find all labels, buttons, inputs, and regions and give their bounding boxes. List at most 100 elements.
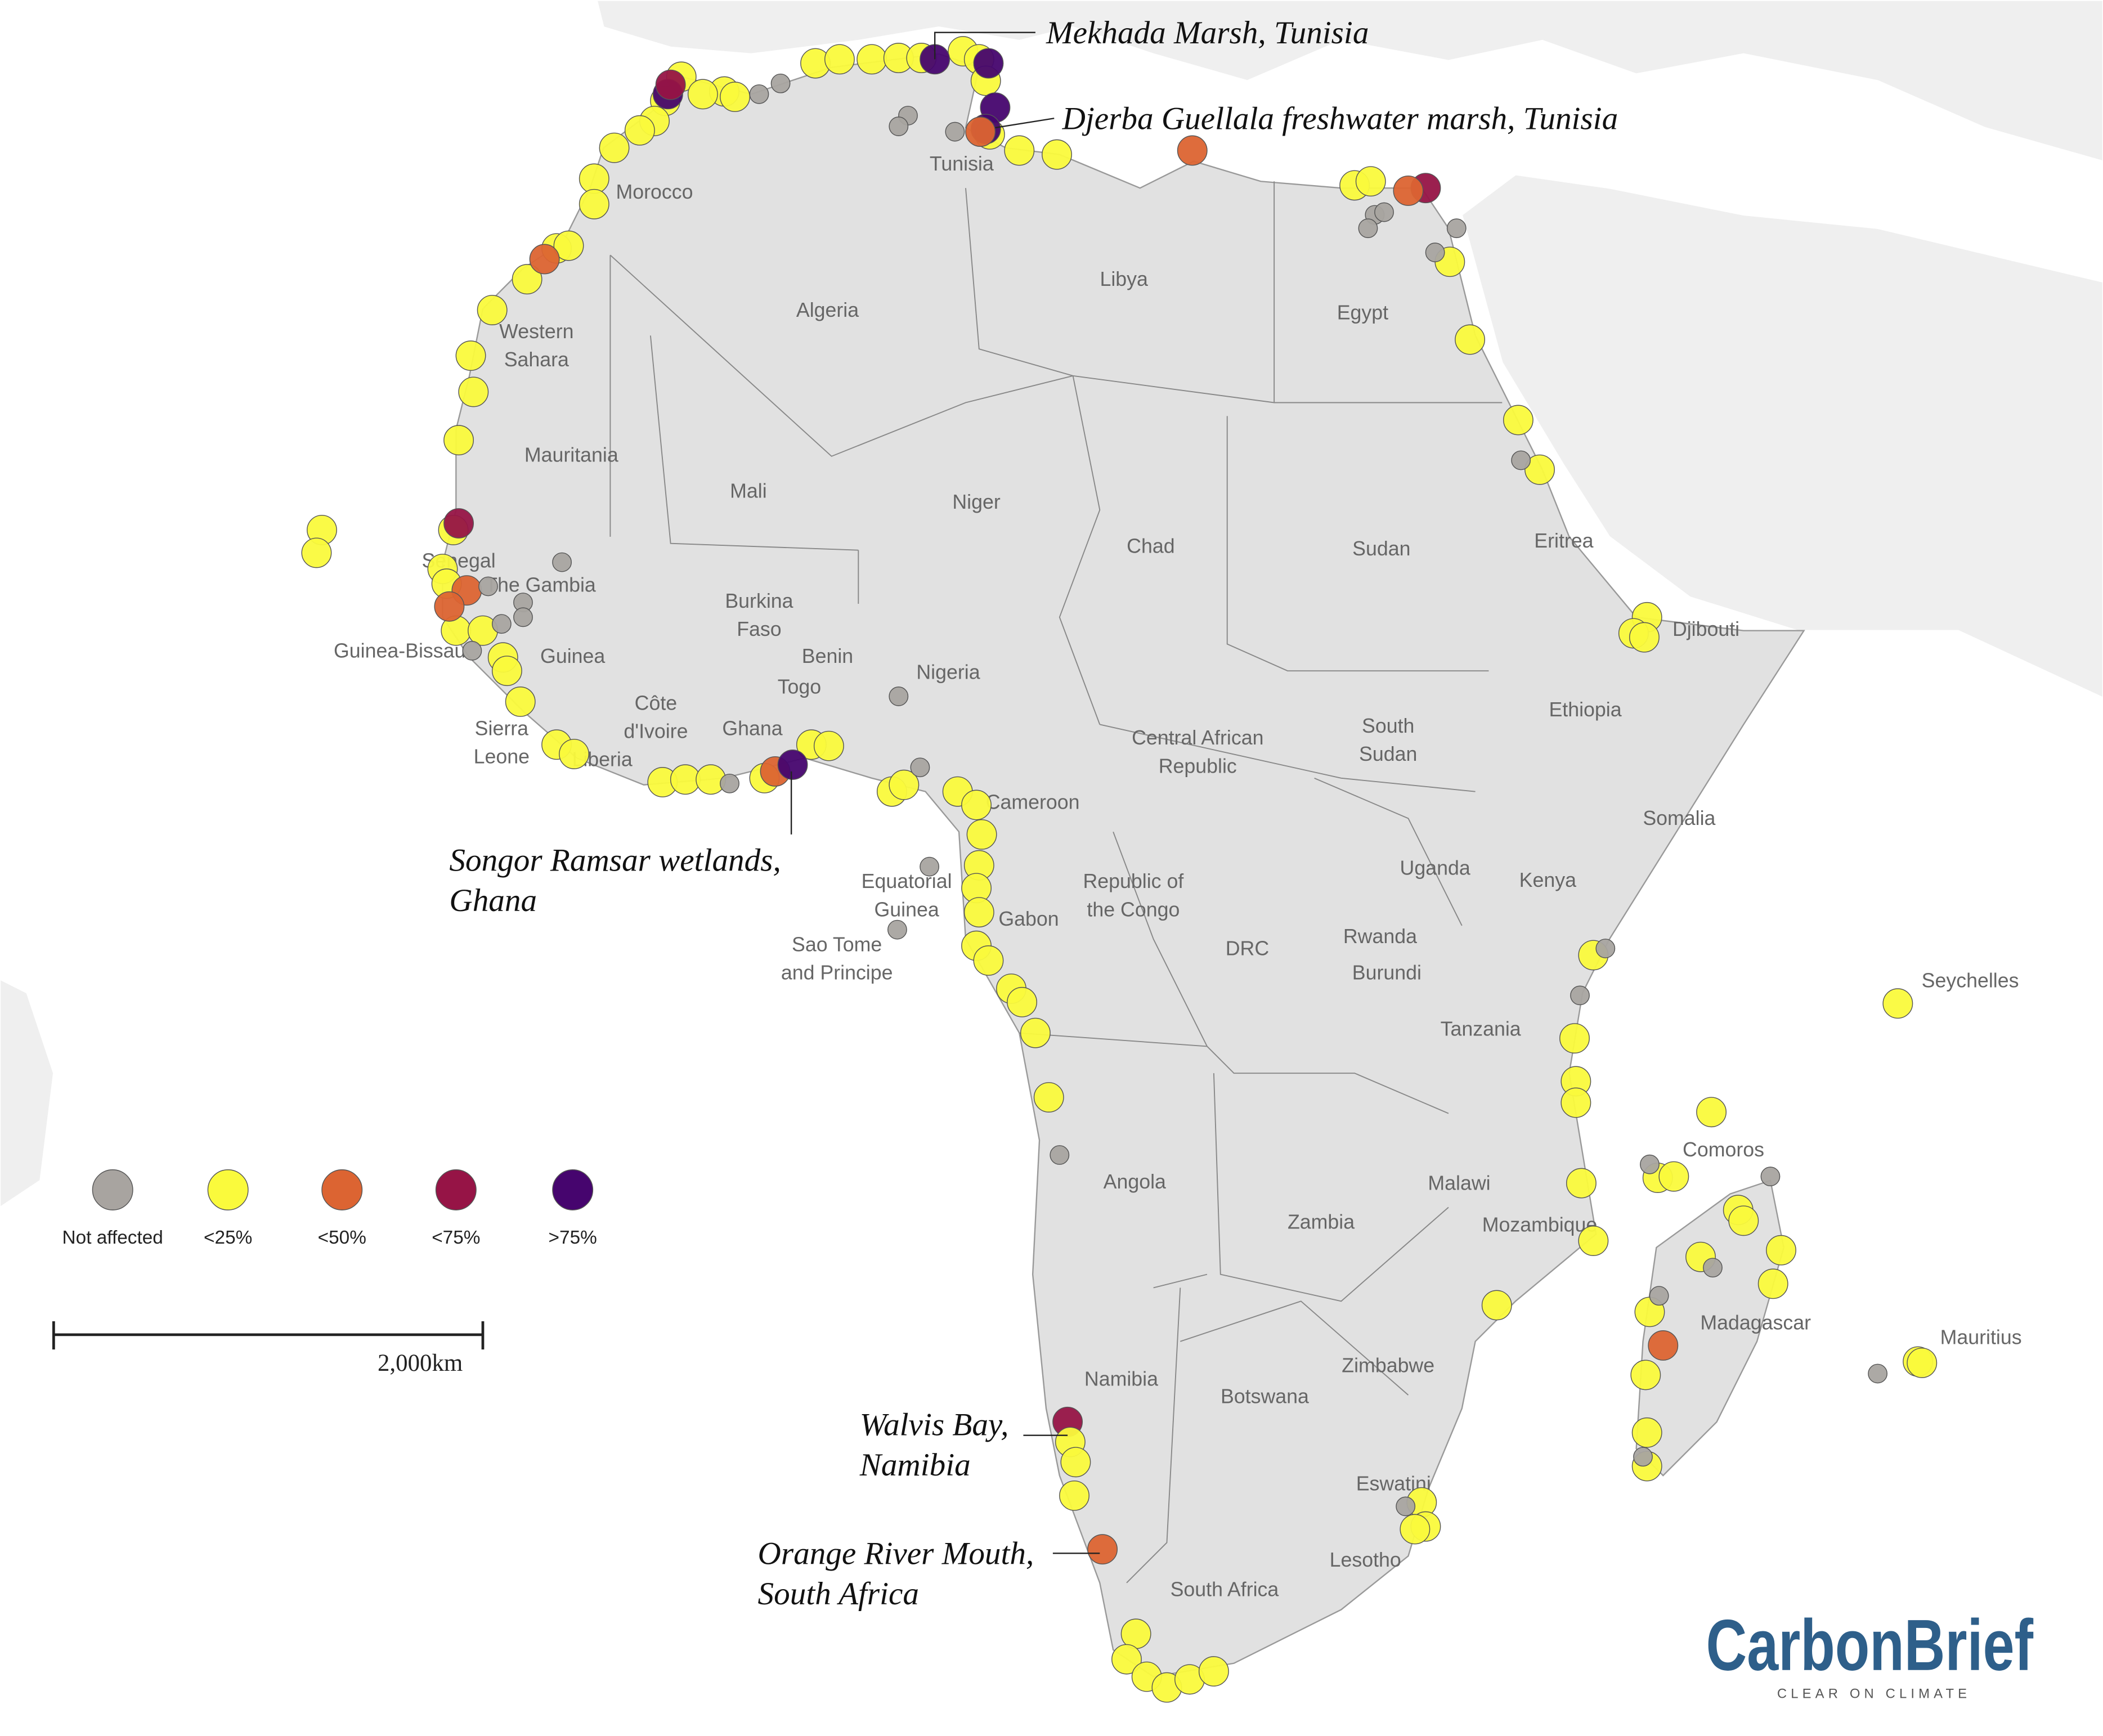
site: [1696, 1097, 1727, 1128]
site: [889, 687, 909, 706]
site: [1566, 1168, 1597, 1199]
country-label: Madagascar: [1700, 1311, 1811, 1334]
site: [455, 340, 486, 371]
country-label: Guinea: [540, 645, 605, 667]
site: [961, 790, 992, 820]
annotation: Songor Ramsar wetlands,: [449, 842, 781, 878]
country-label: Mauritania: [524, 443, 618, 466]
country-label: Namibia: [1084, 1367, 1158, 1390]
site: [720, 82, 750, 113]
site: [920, 856, 940, 877]
site: [910, 757, 930, 778]
site: [1524, 454, 1555, 485]
country-label: DRC: [1226, 937, 1269, 959]
country-label: Mali: [730, 480, 767, 503]
site: [1050, 1145, 1070, 1165]
site: [552, 552, 572, 572]
country-label: Leone: [474, 746, 530, 768]
country-label: South: [1362, 715, 1414, 737]
site: [1358, 218, 1378, 239]
legend-label: Not affected: [62, 1227, 163, 1248]
legend: Not affected <25% <50% <75% >75%: [62, 1169, 597, 1248]
site: [1559, 1023, 1590, 1054]
site: [443, 508, 474, 539]
annotation: Walvis Bay,: [860, 1407, 1009, 1443]
site: [1703, 1258, 1723, 1278]
site: [1503, 405, 1533, 436]
site: [857, 44, 887, 75]
site: [1060, 1447, 1091, 1478]
site: [1882, 988, 1913, 1019]
site: [720, 773, 739, 793]
site: [1629, 622, 1660, 653]
country-labels: Morocco Tunisia Algeria Libya Egypt Western Sa…: [334, 152, 2022, 1600]
country-label: The Gambia: [485, 574, 596, 596]
site: [687, 79, 718, 110]
site: [973, 48, 1004, 79]
annotation: Namibia: [859, 1447, 971, 1483]
site: [477, 295, 508, 325]
site: [1393, 176, 1424, 206]
site: [1760, 1167, 1781, 1187]
sites: [301, 36, 1938, 1703]
country-label: Chad: [1127, 535, 1174, 557]
site: [1020, 1017, 1051, 1048]
country-label: Republic of: [1083, 870, 1183, 892]
site: [443, 425, 474, 456]
country-label: Seychelles: [1922, 970, 2019, 992]
south-america: [0, 978, 55, 1208]
site: [1455, 324, 1486, 355]
site: [1570, 985, 1590, 1006]
country-label: Tunisia: [930, 152, 994, 175]
country-label: Mozambique: [1482, 1213, 1598, 1236]
site: [966, 819, 997, 850]
legend-label: <50%: [318, 1227, 366, 1248]
site: [887, 919, 907, 940]
country-label: Guinea-Bissau: [334, 639, 465, 662]
site: [513, 607, 533, 627]
country-label: Burundi: [1352, 961, 1422, 984]
site: [1658, 1161, 1689, 1192]
annotations: Mekhada Marsh, Tunisia Djerba Guellala fr…: [449, 15, 1618, 1612]
country-label: Rwanda: [1343, 925, 1417, 948]
site: [462, 641, 482, 661]
country-label: Niger: [952, 491, 1000, 513]
site: [1033, 1082, 1064, 1113]
annotation: Djerba Guellala freshwater marsh, Tunisi…: [1062, 101, 1618, 136]
country-label: Tanzania: [1441, 1017, 1521, 1040]
country-label: Benin: [802, 645, 853, 667]
country-label: Lesotho: [1330, 1549, 1401, 1571]
site: [1640, 1154, 1660, 1174]
site: [770, 73, 791, 93]
country-label: Uganda: [1400, 856, 1470, 879]
site: [655, 69, 686, 100]
country-label: Nigeria: [916, 661, 980, 683]
legend-swatch: [207, 1169, 249, 1210]
country-label: Western: [499, 320, 573, 343]
country-label: Sudan: [1352, 537, 1410, 560]
annotation: Ghana: [449, 883, 537, 918]
other-land: [0, 0, 2103, 1208]
site: [478, 576, 498, 596]
country-label: Libya: [1100, 268, 1148, 290]
site: [1396, 1496, 1416, 1517]
site: [1425, 243, 1445, 262]
site: [599, 132, 630, 163]
country-label: Egypt: [1337, 302, 1388, 324]
leader-line: [934, 32, 1035, 60]
country-label: the Congo: [1087, 898, 1180, 921]
country-label: Djibouti: [1672, 618, 1739, 640]
country-label: Algeria: [796, 299, 859, 321]
country-label: Togo: [778, 676, 822, 698]
site: [1649, 1286, 1669, 1306]
site: [1728, 1205, 1759, 1236]
site: [1111, 1644, 1142, 1675]
country-label: Gabon: [998, 908, 1059, 930]
country-label: Angola: [1104, 1170, 1166, 1193]
europe: [596, 0, 2103, 162]
country-label: Zimbabwe: [1342, 1354, 1434, 1377]
site: [559, 738, 589, 769]
site: [1561, 1087, 1591, 1118]
site: [889, 769, 920, 800]
annotation: Mekhada Marsh, Tunisia: [1046, 15, 1369, 51]
